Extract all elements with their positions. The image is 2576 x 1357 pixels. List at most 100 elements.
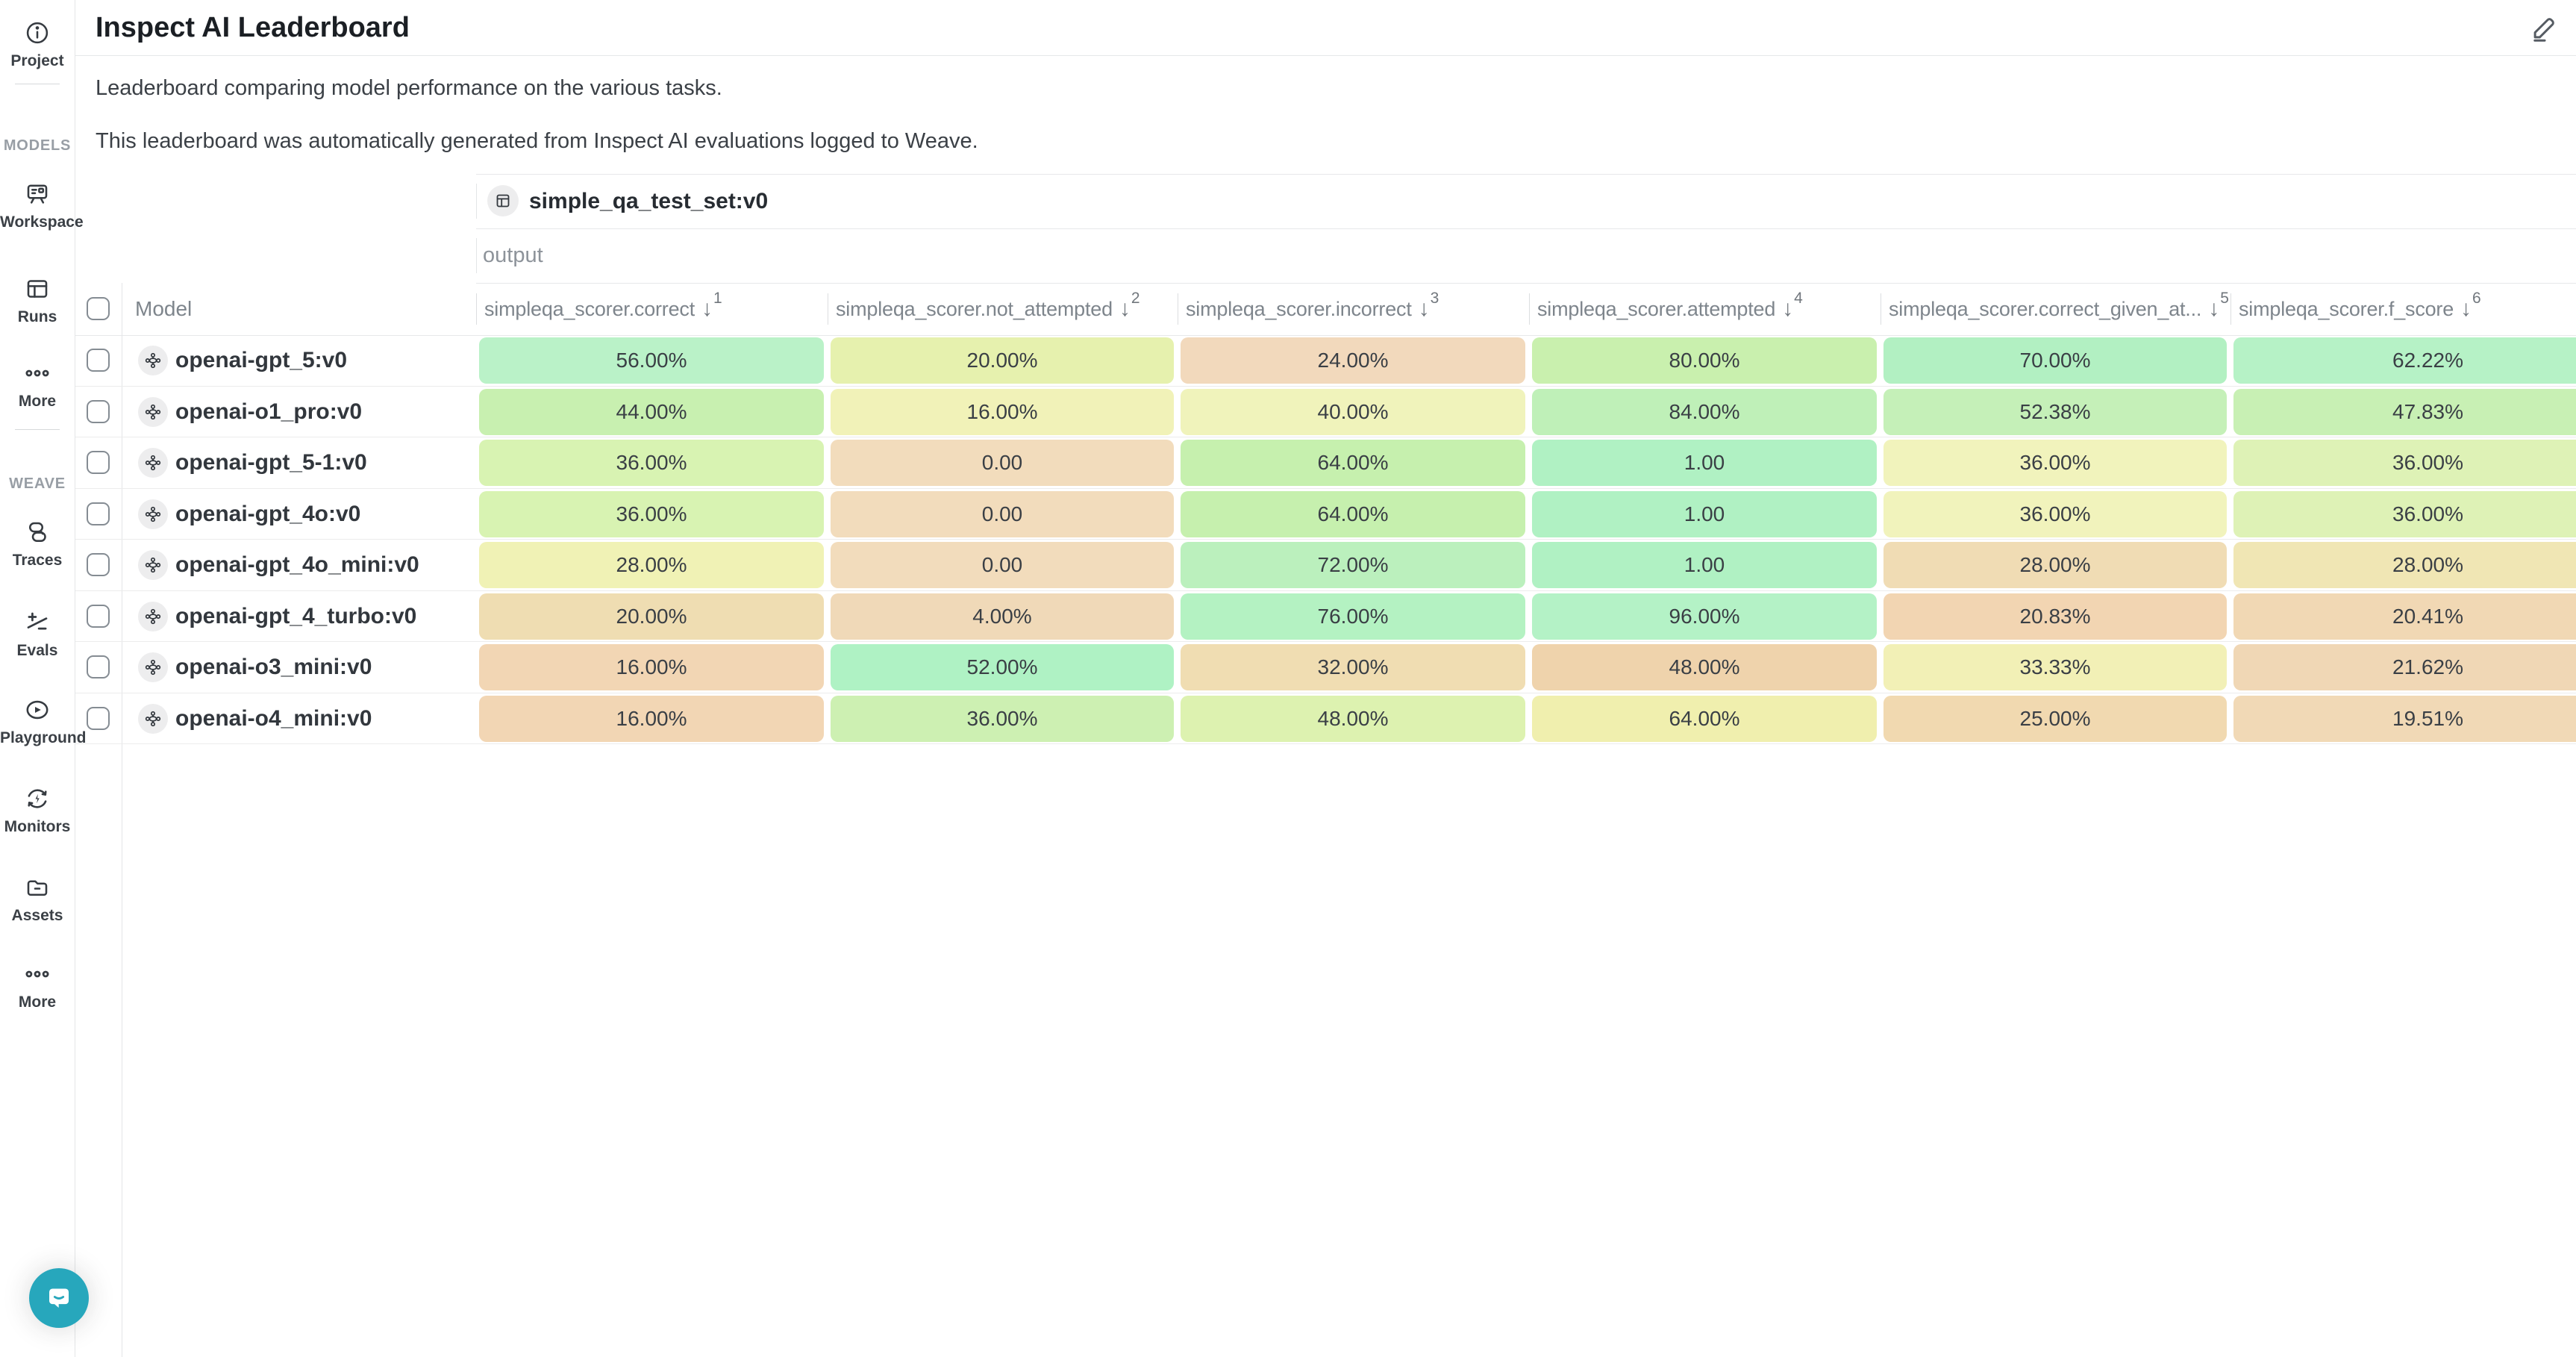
table-row: openai-gpt_4o:v0 36.00% 0.00 64.00% 1.00 36.… [75,489,2576,540]
dataset-table-icon [487,185,519,216]
dataset-group-divider [476,184,477,219]
model-name[interactable]: openai-o3_mini:v0 [175,655,372,680]
row-checkbox[interactable] [87,451,110,474]
output-group-divider [476,238,477,273]
score-cell: 21.62% [2233,644,2576,690]
sidebar-item-label: Workspace [0,213,84,231]
model-avatar [138,652,168,682]
score-cell: 76.00% [1181,593,1525,640]
model-name[interactable]: openai-gpt_4o:v0 [175,501,361,526]
model-name[interactable]: openai-o1_pro:v0 [175,399,363,424]
score-cell: 36.00% [1883,440,2227,486]
column-header-f-score[interactable]: simpleqa_scorer.f_score ↓ 6 [2230,283,2576,335]
sidebar-item-traces[interactable]: Traces [0,519,75,570]
score-cell: 28.00% [1883,542,2227,588]
model-name[interactable]: openai-gpt_5-1:v0 [175,450,367,475]
sidebar-item-project[interactable]: Project [0,19,75,70]
row-checkbox[interactable] [87,349,110,372]
score-cell: 20.83% [1883,593,2227,640]
score-cell: 0.00 [831,490,1174,537]
main-content: Inspect AI Leaderboard Leaderboard compa… [75,0,2576,1357]
sidebar-item-more-weave[interactable]: More [0,961,75,1011]
model-avatar [138,703,168,734]
sidebar-item-label: Project [10,52,64,69]
sort-order-badge: 2 [1131,290,1140,307]
workspace-icon [24,181,51,208]
score-cell: 20.00% [479,593,824,640]
score-cell: 33.33% [1883,644,2227,690]
sort-desc-icon: ↓ [1782,296,1794,321]
score-cell: 36.00% [2233,490,2576,537]
row-checkbox[interactable] [87,655,110,678]
score-cell: 36.00% [479,490,824,537]
edit-pencil-icon[interactable] [2528,13,2560,44]
more-dots-icon [24,360,51,387]
sidebar-item-label: Evals [16,642,58,659]
score-cell: 1.00 [1532,440,1877,486]
chat-widget-button[interactable] [29,1268,89,1328]
column-header-correct[interactable]: simpleqa_scorer.correct ↓ 1 [476,283,828,335]
row-checkbox[interactable] [87,553,110,576]
score-cell: 32.00% [1181,644,1525,690]
column-header-attempted[interactable]: simpleqa_scorer.attempted ↓ 4 [1529,283,1881,335]
score-cell: 56.00% [479,337,824,384]
column-header-not-attempted[interactable]: simpleqa_scorer.not_attempted ↓ 2 [828,283,1178,335]
table-row: openai-gpt_5:v0 56.00% 20.00% 24.00% 80.00%… [75,335,2576,387]
model-name[interactable]: openai-o4_mini:v0 [175,705,372,731]
model-name[interactable]: openai-gpt_5:v0 [175,348,348,373]
score-cell: 36.00% [831,695,1174,742]
sort-desc-icon: ↓ [1418,296,1430,321]
model-avatar [138,396,168,427]
dataset-name[interactable]: simple_qa_test_set:v0 [529,188,769,213]
column-header-correct-given-attempted[interactable]: simpleqa_scorer.correct_given_at... ↓ 5 [1881,283,2230,335]
score-cell: 20.41% [2233,593,2576,640]
sidebar-item-evals[interactable]: Evals [0,609,75,660]
evals-icon [24,609,51,636]
assets-folder-icon [24,874,51,901]
page-header: Inspect AI Leaderboard [75,0,2576,56]
score-cell: 80.00% [1532,337,1877,384]
sort-order-badge: 1 [713,290,722,307]
row-checkbox[interactable] [87,502,110,525]
group-row-border [476,283,2576,284]
more-dots-icon [24,961,51,988]
score-cell: 96.00% [1532,593,1877,640]
sidebar-item-more-models[interactable]: More [0,360,75,411]
score-cell: 0.00 [831,542,1174,588]
sidebar-item-playground[interactable]: Playground [0,696,87,747]
table-row: openai-gpt_5-1:v0 36.00% 0.00 64.00% 1.00 36… [75,437,2576,489]
sidebar-item-assets[interactable]: Assets [0,874,75,925]
playground-icon [24,696,51,723]
model-name[interactable]: openai-gpt_4_turbo:v0 [175,603,417,628]
sort-order-badge: 5 [2220,290,2229,307]
sidebar-item-monitors[interactable]: Monitors [0,785,75,836]
score-cell: 36.00% [479,440,824,486]
score-cell: 84.00% [1532,388,1877,435]
sidebar-item-label: Monitors [4,818,71,835]
model-name[interactable]: openai-gpt_4o_mini:v0 [175,552,419,578]
page-title: Inspect AI Leaderboard [96,12,410,43]
model-avatar [138,499,168,529]
sidebar-item-runs[interactable]: Runs [0,275,75,326]
traces-icon [24,519,51,546]
score-cell: 64.00% [1181,490,1525,537]
table-row: openai-o1_pro:v0 44.00% 16.00% 40.00% 84.00… [75,387,2576,437]
row-checkbox[interactable] [87,399,110,423]
sidebar-item-label: Runs [17,308,57,325]
model-avatar [138,601,168,631]
score-cell: 25.00% [1883,695,2227,742]
sidebar-item-label: Playground [0,729,87,746]
select-all-checkbox[interactable] [87,297,110,320]
header-row-border [75,335,2576,336]
row-checkbox[interactable] [87,604,110,628]
output-group-label: output [483,243,543,267]
score-cell: 44.00% [479,388,824,435]
score-cell: 70.00% [1883,337,2227,384]
column-header-incorrect[interactable]: simpleqa_scorer.incorrect ↓ 3 [1178,283,1529,335]
score-cell: 64.00% [1181,440,1525,486]
score-cell: 0.00 [831,440,1174,486]
score-cell: 64.00% [1532,695,1877,742]
score-cell: 1.00 [1532,490,1877,537]
row-checkbox[interactable] [87,706,110,730]
sidebar-item-workspace[interactable]: Workspace [0,181,84,231]
